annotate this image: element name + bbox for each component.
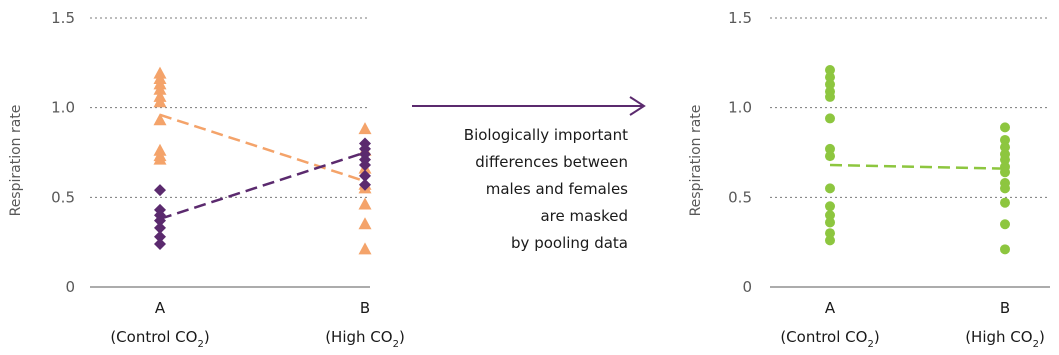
data-point [358, 197, 372, 210]
data-point [825, 210, 835, 221]
data-point [1000, 142, 1010, 153]
data-point [1000, 122, 1010, 133]
category-letter: B [1000, 299, 1010, 317]
annotation-line-3: males and females [486, 180, 628, 198]
data-point [154, 221, 166, 234]
data-point [825, 91, 835, 102]
category-letter: B [360, 299, 370, 317]
data-point [154, 237, 166, 250]
data-point [825, 79, 835, 90]
data-point [1000, 154, 1010, 165]
data-point [359, 178, 371, 191]
data-point [825, 143, 835, 154]
transition-arrow [412, 96, 646, 116]
y-tick-label: 0 [742, 278, 752, 296]
data-point [153, 95, 167, 108]
data-point [825, 113, 835, 124]
data-point [358, 122, 372, 135]
data-point [153, 152, 167, 165]
annotation-line-2: differences between [475, 153, 628, 171]
data-point [825, 201, 835, 212]
y-axis-title: Respiration rate [8, 105, 24, 217]
trend-line [159, 113, 366, 183]
data-point [358, 217, 372, 230]
y-tick-label: 1.0 [51, 99, 75, 117]
data-point [825, 183, 835, 194]
y-tick-label: 1.0 [728, 99, 752, 117]
data-point [153, 113, 167, 126]
y-tick-label: 0.5 [51, 188, 75, 206]
data-point [825, 65, 835, 76]
y-tick-label: 1.5 [728, 9, 752, 27]
data-point [154, 184, 166, 197]
data-point [358, 242, 372, 255]
data-point [825, 235, 835, 246]
y-tick-label: 0 [65, 278, 75, 296]
data-point [825, 151, 835, 162]
trend-line [159, 151, 366, 221]
data-point [1000, 197, 1010, 208]
chart-left-panel: 0 0.5 1.0 1.5 Respiration rate A (Control CO2)… [8, 9, 405, 350]
data-point [154, 230, 166, 243]
data-point [1000, 244, 1010, 255]
data-point [359, 159, 371, 172]
data-point [825, 72, 835, 83]
data-point [1000, 219, 1010, 230]
data-point [1000, 134, 1010, 145]
category-label: (Control CO2) [110, 328, 209, 350]
y-axis-title: Respiration rate [688, 105, 704, 217]
y-tick-label: 0.5 [728, 188, 752, 206]
category-letter: A [155, 299, 166, 317]
trend-line [829, 163, 1006, 170]
category-label: (High CO2) [965, 328, 1045, 350]
data-point [359, 169, 371, 182]
data-point [825, 228, 835, 239]
annotation-line-5: by pooling data [511, 234, 628, 252]
data-point [825, 217, 835, 228]
arrow-head [629, 96, 646, 116]
data-point [153, 82, 167, 95]
data-point [1000, 183, 1010, 194]
y-tick-label: 1.5 [51, 9, 75, 27]
annotation-text: Biologically important differences betwe… [464, 126, 628, 252]
category-label: (High CO2) [325, 328, 405, 350]
annotation-line-4: are masked [540, 207, 628, 225]
chart-right-panel: 0 0.5 1.0 1.5 Respiration rate A (Control CO2)… [688, 9, 1050, 350]
annotation-line-1: Biologically important [464, 126, 628, 144]
category-label: (Control CO2) [780, 328, 879, 350]
category-letter: A [825, 299, 836, 317]
